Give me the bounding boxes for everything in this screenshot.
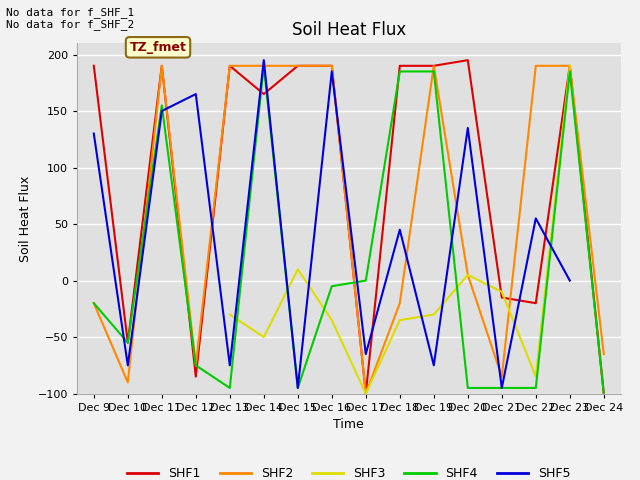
Text: TZ_fmet: TZ_fmet xyxy=(129,41,186,54)
Text: No data for f_SHF_2: No data for f_SHF_2 xyxy=(6,19,134,30)
Title: Soil Heat Flux: Soil Heat Flux xyxy=(292,21,406,39)
Legend: SHF1, SHF2, SHF3, SHF4, SHF5: SHF1, SHF2, SHF3, SHF4, SHF5 xyxy=(122,462,575,480)
Text: No data for f_SHF_1: No data for f_SHF_1 xyxy=(6,7,134,18)
Y-axis label: Soil Heat Flux: Soil Heat Flux xyxy=(19,175,32,262)
X-axis label: Time: Time xyxy=(333,418,364,431)
